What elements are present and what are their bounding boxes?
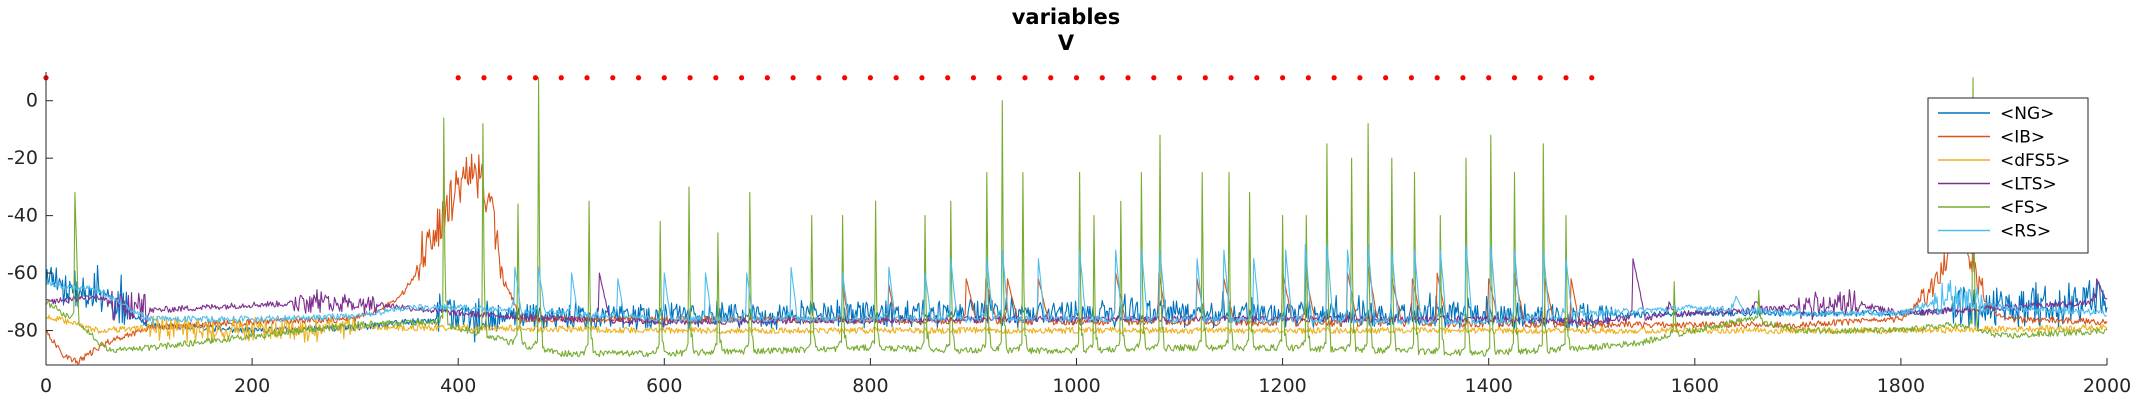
spike-marker (1305, 75, 1311, 81)
spike-marker (842, 75, 848, 81)
x-tick-label: 2000 (2083, 375, 2131, 397)
x-tick-label: 1800 (1877, 375, 1925, 397)
spike-marker (1022, 75, 1028, 81)
series-line-rs (45, 243, 2108, 326)
series-line-dfs5 (45, 314, 2108, 344)
plot-area: 0 200 400 600 800 1000 1200 1400 1600 1800 2000 0 -2… (7, 72, 2131, 397)
spike-marker (1176, 75, 1183, 81)
spike-marker (816, 75, 822, 81)
legend: <NG> <IB> <dFS5> <LTS> <FS> <RS> (1927, 97, 2089, 254)
spike-marker (945, 75, 951, 81)
spike-marker (1125, 75, 1131, 81)
chart-subtitle: V (1058, 31, 1075, 55)
spike-marker (1460, 75, 1466, 81)
legend-label: <dFS5> (2000, 151, 2070, 171)
spike-marker (1383, 75, 1389, 81)
spike-marker (996, 75, 1002, 81)
spike-marker (1254, 75, 1260, 81)
x-tick-label: 600 (646, 375, 682, 397)
x-tick-label: 1600 (1671, 375, 1719, 397)
y-tick-label: -60 (7, 262, 38, 284)
spike-marker (481, 75, 487, 81)
spike-marker (1228, 75, 1234, 81)
spike-marker (893, 75, 899, 81)
spike-marker (1280, 75, 1286, 81)
legend-label: <IB> (2000, 128, 2045, 148)
spike-marker (1486, 75, 1492, 81)
legend-label: <LTS> (2000, 175, 2057, 195)
spike-marker (1331, 75, 1337, 81)
x-tick-label: 0 (40, 375, 52, 397)
x-tick-label: 1400 (1465, 375, 1513, 397)
spike-marker (867, 75, 874, 81)
legend-label: <FS> (2000, 198, 2049, 218)
x-tick-label: 400 (440, 375, 476, 397)
y-tick-label: -80 (7, 320, 38, 342)
series-line-fs (45, 77, 2108, 358)
spike-marker (738, 75, 745, 81)
spike-marker (1408, 75, 1415, 81)
spike-marker (1589, 75, 1595, 81)
spike-marker (919, 75, 925, 81)
x-tick-label: 200 (234, 375, 270, 397)
spike-marker (790, 75, 796, 81)
legend-label: <NG> (2000, 104, 2054, 124)
series-layer (45, 77, 2108, 365)
spike-marker (970, 75, 977, 81)
axes-layer: 0 200 400 600 800 1000 1200 1400 1600 1800 2000 0 -2… (7, 72, 2131, 397)
spike-marker (661, 75, 667, 81)
spike-marker (558, 75, 564, 81)
spike-marker (1099, 75, 1105, 81)
spike-marker (584, 75, 590, 81)
spike-marker (1073, 75, 1080, 81)
chart-title: variables (1012, 5, 1121, 29)
spike-marker (1357, 75, 1363, 81)
spike-marker (687, 75, 693, 81)
spike-marker (532, 75, 539, 81)
spike-marker (1151, 75, 1157, 81)
legend-box (1927, 97, 2089, 254)
spike-marker (1048, 75, 1054, 81)
spike-marker (1511, 75, 1518, 81)
spike-marker (635, 75, 642, 81)
x-tick-label: 1200 (1258, 375, 1306, 397)
y-tick-label: -20 (7, 147, 38, 169)
spike-marker (764, 75, 770, 81)
spike-marker (1434, 75, 1440, 81)
spike-marker (1563, 75, 1569, 81)
spike-marker (713, 75, 719, 81)
x-tick-label: 1000 (1052, 375, 1100, 397)
x-tick-label: 800 (852, 375, 888, 397)
y-tick-label: 0 (26, 90, 38, 112)
spike-marker-layer (43, 75, 1595, 81)
y-tick-label: -40 (7, 205, 38, 227)
spike-marker (455, 75, 461, 81)
spike-marker (1537, 75, 1543, 81)
spike-marker (610, 75, 616, 81)
spike-marker (1202, 75, 1208, 81)
spike-marker (507, 75, 513, 81)
legend-label: <RS> (2000, 222, 2051, 242)
plot-background (46, 72, 2107, 365)
